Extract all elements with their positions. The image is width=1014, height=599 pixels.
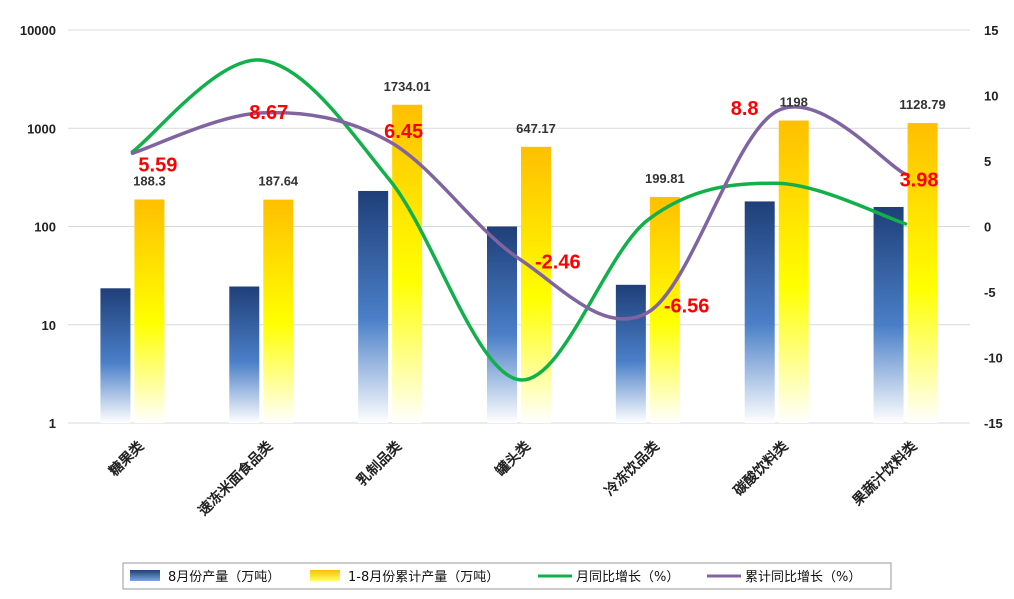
right-tick-label: -15 bbox=[984, 416, 1003, 431]
bar-value-label: 1128.79 bbox=[899, 97, 945, 112]
series-line bbox=[130, 58, 908, 382]
bar bbox=[134, 199, 165, 423]
grid-lines bbox=[68, 29, 970, 424]
legend-entry: 1-8月份累计产量（万吨） bbox=[348, 570, 499, 585]
category-label: 速冻米面食品类 bbox=[195, 437, 277, 519]
bar-value-label: 187.64 bbox=[258, 174, 299, 189]
bar bbox=[907, 123, 938, 424]
bar-value-label: 188.3 bbox=[133, 173, 166, 188]
left-tick-label: 1 bbox=[49, 416, 56, 431]
line-value-label: 3.98 bbox=[900, 169, 939, 191]
right-tick-label: 10 bbox=[984, 89, 998, 104]
legend-entry: 累计同比增长（%） bbox=[745, 570, 861, 585]
bar-value-label: 1198 bbox=[780, 95, 808, 110]
left-tick-label: 10 bbox=[42, 318, 56, 333]
bar-value-label: 647.17 bbox=[516, 121, 556, 136]
bar bbox=[487, 226, 517, 423]
category-label: 冷冻饮品类 bbox=[601, 437, 663, 499]
legend-swatch bbox=[310, 570, 340, 581]
right-tick-label: 5 bbox=[984, 154, 991, 169]
bar bbox=[100, 288, 131, 423]
line-value-label: -2.46 bbox=[535, 252, 581, 274]
bar bbox=[263, 199, 294, 423]
category-label: 果蔬汁饮料类 bbox=[848, 437, 921, 510]
category-label: 糖果类 bbox=[106, 437, 148, 479]
bar-value-label: 199.81 bbox=[645, 171, 685, 186]
category-label: 乳制品类 bbox=[353, 437, 405, 489]
right-tick-label: 0 bbox=[984, 220, 991, 235]
category-label: 罐头类 bbox=[491, 437, 534, 480]
bar bbox=[649, 196, 680, 423]
legend-entry: 月同比增长（%） bbox=[576, 570, 679, 585]
line-value-label: 8.8 bbox=[731, 98, 759, 120]
category-labels: 糖果类 速冻米面食品类 乳制品类 罐头类 冷冻饮品类 碳酸饮料类 果蔬汁饮料类 bbox=[106, 437, 922, 519]
line-value-label: 5.59 bbox=[138, 154, 177, 176]
line-value-label: 8.67 bbox=[249, 102, 288, 124]
legend-entry: 8月份产量（万吨） bbox=[168, 570, 280, 585]
bars bbox=[100, 104, 938, 424]
legend: 8月份产量（万吨） 1-8月份累计产量（万吨） 月同比增长（%） 累计同比增长（%） bbox=[122, 562, 892, 590]
bar bbox=[778, 120, 809, 423]
bar bbox=[615, 284, 646, 423]
bar bbox=[392, 104, 423, 423]
left-tick-label: 1000 bbox=[27, 121, 56, 136]
bar bbox=[521, 146, 551, 423]
lines bbox=[130, 58, 908, 382]
right-tick-label: -10 bbox=[984, 351, 1003, 366]
bar-value-label: 1734.01 bbox=[384, 79, 431, 94]
legend-swatch bbox=[130, 570, 160, 581]
right-tick-label: -5 bbox=[984, 285, 996, 300]
bar bbox=[229, 286, 260, 423]
bar bbox=[744, 201, 775, 423]
bar bbox=[358, 190, 389, 423]
left-axis-ticks: 1 10 100 1000 10000 bbox=[20, 23, 56, 431]
data-labels: 188.3 187.64 1734.01 647.17 199.81 1198 1128.7… bbox=[133, 79, 946, 318]
line-value-label: 6.45 bbox=[384, 121, 423, 143]
line-value-label: -6.56 bbox=[664, 295, 710, 317]
category-label: 碳酸饮料类 bbox=[730, 437, 792, 499]
left-tick-label: 100 bbox=[34, 220, 56, 235]
legend-frame bbox=[122, 562, 892, 590]
right-tick-label: 15 bbox=[984, 23, 998, 38]
left-tick-label: 10000 bbox=[20, 23, 56, 38]
series-line bbox=[130, 105, 908, 321]
right-axis-ticks: 15 10 5 0 -5 -10 -15 bbox=[984, 23, 1003, 431]
bar bbox=[873, 206, 904, 423]
